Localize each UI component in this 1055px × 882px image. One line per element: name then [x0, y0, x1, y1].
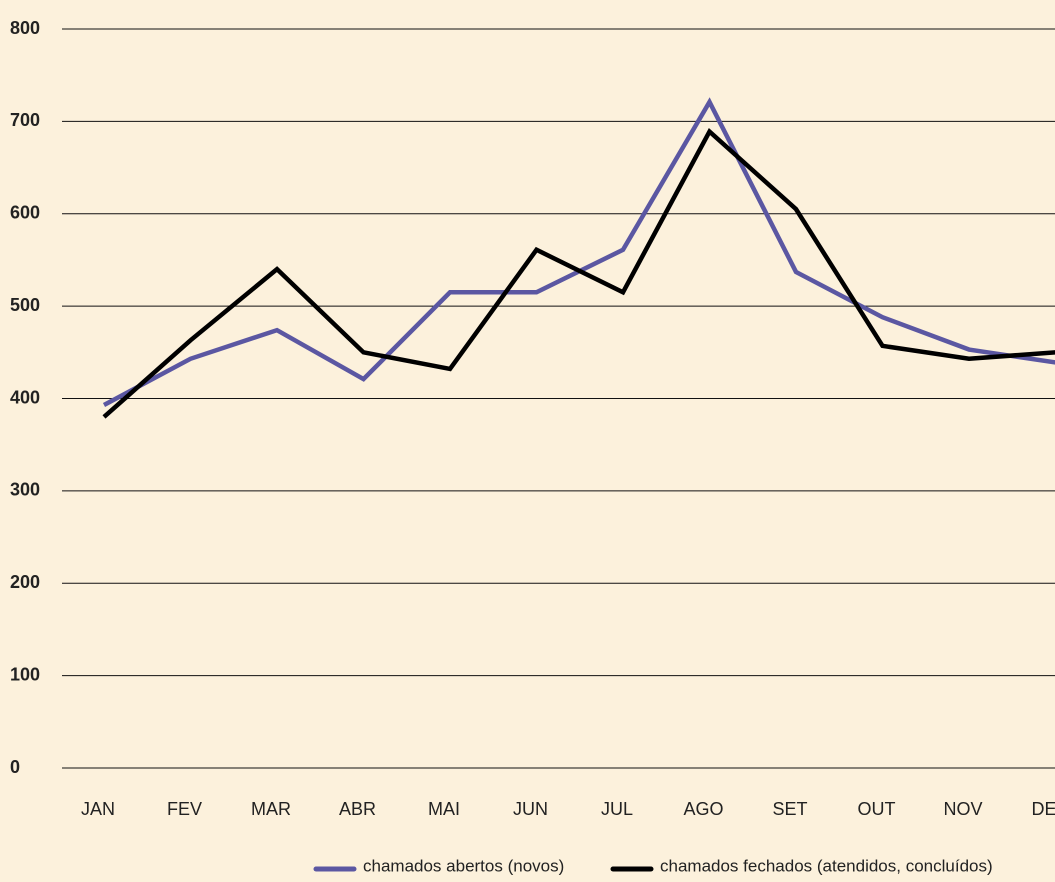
x-tick-label: JUL: [601, 799, 633, 819]
y-tick-label: 400: [10, 387, 40, 407]
y-tick-label: 0: [10, 757, 20, 777]
x-tick-label: JUN: [513, 799, 548, 819]
legend-label: chamados abertos (novos): [363, 856, 564, 875]
x-tick-label: OUT: [858, 799, 896, 819]
x-tick-label: JAN: [81, 799, 115, 819]
y-tick-label: 300: [10, 480, 40, 500]
x-tick-label: FEV: [167, 799, 202, 819]
y-tick-label: 500: [10, 295, 40, 315]
series-line: [102, 127, 1055, 419]
y-tick-label: 600: [10, 203, 40, 223]
x-tick-label: MAR: [251, 799, 291, 819]
x-tick-label: MAI: [428, 799, 460, 819]
series-line: [102, 97, 1055, 407]
x-tick-label: DEZ: [1032, 799, 1055, 819]
y-tick-label: 200: [10, 572, 40, 592]
y-tick-label: 700: [10, 110, 40, 130]
x-tick-label: SET: [772, 799, 807, 819]
x-tick-label: NOV: [943, 799, 982, 819]
y-tick-label: 800: [10, 18, 40, 38]
legend-label: chamados fechados (atendidos, concluídos…: [660, 856, 993, 875]
y-tick-label: 100: [10, 664, 40, 684]
x-tick-label: ABR: [339, 799, 376, 819]
x-tick-label: AGO: [683, 799, 723, 819]
